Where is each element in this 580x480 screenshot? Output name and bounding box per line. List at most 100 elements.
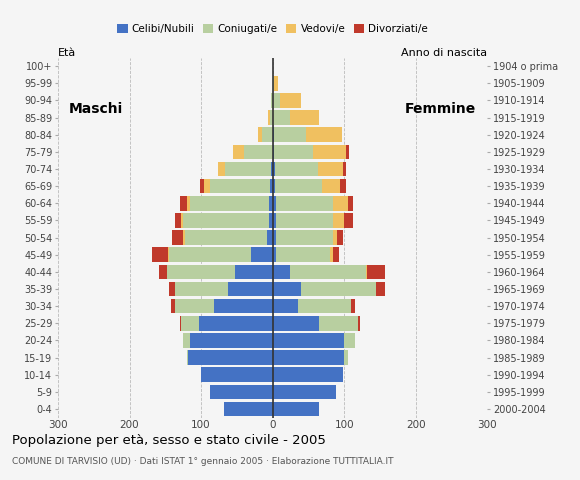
Bar: [153, 248, 168, 262]
Text: Età: Età: [58, 48, 76, 58]
Bar: [276, 213, 334, 228]
Bar: [273, 316, 319, 331]
Bar: [169, 282, 175, 296]
Bar: [273, 368, 343, 382]
Bar: [188, 350, 273, 365]
Bar: [190, 196, 269, 211]
Bar: [273, 264, 291, 279]
Bar: [201, 368, 273, 382]
Bar: [235, 264, 273, 279]
Bar: [273, 128, 274, 142]
Bar: [273, 384, 336, 399]
Bar: [224, 402, 273, 416]
Bar: [190, 333, 273, 348]
Bar: [271, 93, 273, 108]
Bar: [187, 350, 188, 365]
Bar: [343, 162, 346, 176]
Bar: [271, 162, 273, 176]
Bar: [358, 316, 360, 331]
Bar: [204, 179, 209, 193]
Bar: [269, 110, 270, 125]
Bar: [273, 299, 298, 313]
Bar: [209, 384, 273, 399]
Bar: [334, 196, 348, 211]
Bar: [274, 144, 313, 159]
Bar: [199, 316, 273, 331]
Bar: [184, 230, 267, 245]
Bar: [273, 144, 274, 159]
Bar: [274, 128, 306, 142]
Bar: [273, 162, 275, 176]
Bar: [334, 248, 339, 262]
Bar: [187, 196, 190, 211]
Text: Maschi: Maschi: [69, 102, 123, 116]
Bar: [273, 213, 276, 228]
Bar: [273, 196, 276, 211]
Bar: [273, 402, 319, 416]
Bar: [269, 196, 273, 211]
Bar: [269, 213, 273, 228]
Bar: [337, 230, 343, 245]
Bar: [258, 128, 262, 142]
Bar: [273, 76, 274, 91]
Bar: [168, 248, 169, 262]
Bar: [214, 299, 273, 313]
Bar: [273, 110, 291, 125]
Bar: [183, 333, 190, 348]
Bar: [183, 230, 184, 245]
Bar: [313, 144, 346, 159]
Bar: [273, 333, 344, 348]
Bar: [181, 316, 199, 331]
Bar: [330, 248, 334, 262]
Bar: [229, 282, 273, 296]
Bar: [180, 316, 181, 331]
Bar: [181, 213, 183, 228]
Bar: [175, 213, 181, 228]
Bar: [280, 93, 301, 108]
Bar: [298, 299, 351, 313]
Bar: [159, 264, 168, 279]
Bar: [344, 213, 353, 228]
Bar: [224, 162, 271, 176]
Bar: [273, 248, 276, 262]
Bar: [334, 230, 337, 245]
Bar: [274, 76, 278, 91]
Bar: [200, 179, 204, 193]
Bar: [376, 282, 385, 296]
Bar: [276, 179, 322, 193]
Bar: [291, 110, 319, 125]
Bar: [172, 230, 183, 245]
Bar: [262, 128, 273, 142]
Bar: [291, 264, 365, 279]
Bar: [348, 196, 353, 211]
Bar: [171, 299, 175, 313]
Bar: [346, 144, 349, 159]
Bar: [183, 213, 269, 228]
Bar: [334, 213, 344, 228]
Bar: [273, 179, 275, 193]
Text: Femmine: Femmine: [405, 102, 477, 116]
Text: Popolazione per età, sesso e stato civile - 2005: Popolazione per età, sesso e stato civil…: [12, 434, 325, 447]
Bar: [270, 110, 273, 125]
Bar: [365, 264, 367, 279]
Bar: [175, 282, 229, 296]
Bar: [233, 144, 244, 159]
Bar: [244, 144, 273, 159]
Bar: [267, 230, 273, 245]
Bar: [168, 264, 235, 279]
Bar: [275, 162, 318, 176]
Bar: [218, 162, 224, 176]
Bar: [276, 196, 334, 211]
Bar: [322, 179, 340, 193]
Bar: [306, 128, 342, 142]
Bar: [273, 282, 301, 296]
Bar: [344, 350, 347, 365]
Bar: [318, 162, 343, 176]
Legend: Celibi/Nubili, Coniugati/e, Vedovi/e, Divorziati/e: Celibi/Nubili, Coniugati/e, Vedovi/e, Di…: [113, 20, 432, 38]
Bar: [273, 230, 276, 245]
Bar: [251, 248, 273, 262]
Bar: [351, 299, 355, 313]
Bar: [273, 93, 280, 108]
Bar: [319, 316, 358, 331]
Bar: [273, 350, 344, 365]
